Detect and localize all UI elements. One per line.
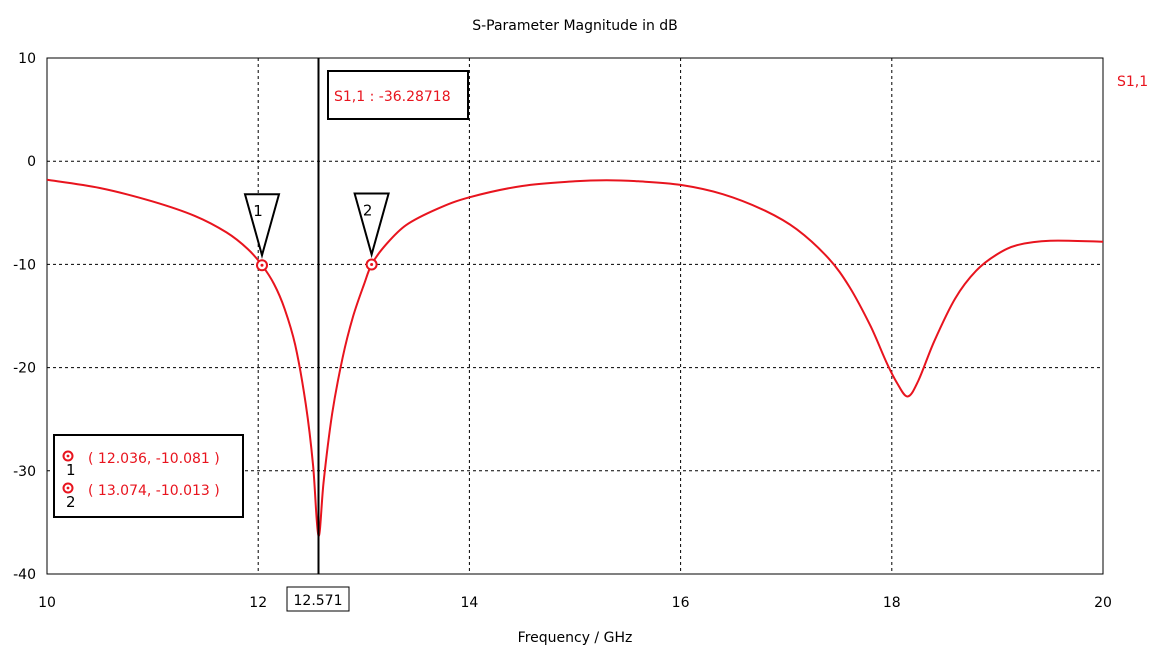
marker-readout-row-1: 1 ( 12.036, -10.081 )	[62, 450, 220, 479]
marker-readout-row-2: 2 ( 13.074, -10.013 )	[62, 482, 220, 511]
x-tick-label-20: 20	[1094, 595, 1112, 611]
cursor-x-label: 12.571	[294, 593, 343, 609]
y-tick-label--10: -10	[13, 257, 36, 273]
y-tick-label--30: -30	[13, 464, 36, 480]
x-tick-label-10: 10	[38, 595, 56, 611]
chart-title: S-Parameter Magnitude in dB	[472, 18, 678, 34]
marker-1-label: 1	[253, 202, 263, 220]
y-tick-label--20: -20	[13, 361, 36, 377]
series-line-s11	[46, 178, 1104, 537]
cursor-readout-text: S1,1 : -36.28718	[334, 89, 451, 105]
x-tick-label-14: 14	[460, 595, 478, 611]
marker-1-readout-label: 1	[66, 461, 76, 479]
y-axis-ticks: 10 0 -10 -20 -30 -40	[13, 51, 36, 583]
x-tick-label-18: 18	[883, 595, 901, 611]
marker-2-readout-label: 2	[66, 493, 76, 511]
cursor-x-label-box: 12.571	[286, 586, 350, 612]
marker-2-readout-symbol	[62, 482, 74, 494]
y-tick-label-10: 10	[18, 51, 36, 67]
legend-series-name: S1,1	[1117, 74, 1148, 90]
marker-1[interactable]: 1	[243, 193, 281, 272]
x-tick-label-16: 16	[672, 595, 690, 611]
marker-2-flag	[353, 192, 390, 259]
x-axis-ticks: 10 12 14 16 18 20	[38, 595, 1112, 611]
marker-1-readout: ( 12.036, -10.081 )	[88, 451, 220, 467]
x-tick-label-12: 12	[249, 595, 267, 611]
marker-2[interactable]: 2	[353, 192, 390, 271]
cursor-readout-box: S1,1 : -36.28718	[327, 70, 469, 120]
marker-1-readout-symbol	[62, 450, 74, 462]
marker-2-readout: ( 13.074, -10.013 )	[88, 483, 220, 499]
y-tick-label-0: 0	[27, 154, 36, 170]
y-tick-label--40: -40	[13, 567, 36, 583]
grid-lines	[47, 58, 1103, 574]
plot-area-border	[46, 57, 1104, 575]
marker-1-flag	[243, 193, 281, 259]
marker-2-label: 2	[363, 202, 373, 220]
x-axis-label: Frequency / GHz	[518, 630, 633, 646]
legend: S1,1	[1117, 74, 1148, 90]
marker-readout-box: 1 ( 12.036, -10.081 ) 2 ( 13.074, -10.01…	[53, 434, 244, 518]
